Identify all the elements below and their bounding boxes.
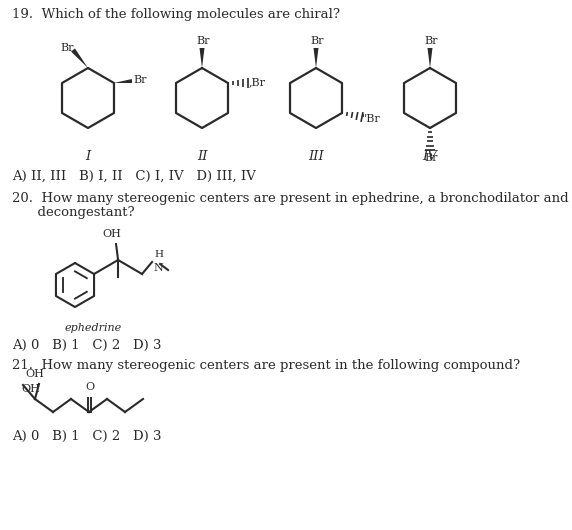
- Text: Br: Br: [60, 43, 73, 53]
- Text: Br: Br: [424, 36, 438, 46]
- Text: "Br: "Br: [362, 114, 381, 124]
- Polygon shape: [427, 48, 432, 68]
- Text: A) 0   B) 1   C) 2   D) 3: A) 0 B) 1 C) 2 D) 3: [12, 339, 161, 352]
- Polygon shape: [200, 48, 205, 68]
- Text: Br: Br: [133, 75, 146, 85]
- Text: OH: OH: [22, 384, 41, 394]
- Text: Br: Br: [196, 36, 209, 46]
- Text: III: III: [308, 150, 324, 163]
- Text: A) II, III   B) I, II   C) I, IV   D) III, IV: A) II, III B) I, II C) I, IV D) III, IV: [12, 170, 256, 183]
- Text: N: N: [153, 263, 163, 273]
- Text: OH: OH: [26, 369, 45, 379]
- Text: ,Br: ,Br: [249, 77, 266, 87]
- Polygon shape: [114, 79, 132, 83]
- Text: H: H: [154, 250, 163, 259]
- Polygon shape: [313, 48, 319, 68]
- Text: A) 0   B) 1   C) 2   D) 3: A) 0 B) 1 C) 2 D) 3: [12, 430, 161, 443]
- Text: O: O: [85, 382, 94, 392]
- Text: OH: OH: [102, 229, 121, 239]
- Text: II: II: [197, 150, 207, 163]
- Text: IV: IV: [423, 150, 438, 163]
- Text: Br: Br: [310, 36, 324, 46]
- Text: 19.  Which of the following molecules are chiral?: 19. Which of the following molecules are…: [12, 8, 340, 21]
- Text: I: I: [85, 150, 90, 163]
- Text: decongestant?: decongestant?: [12, 206, 134, 219]
- Polygon shape: [71, 48, 88, 68]
- Text: 20.  How many stereogenic centers are present in ephedrine, a bronchodilator and: 20. How many stereogenic centers are pre…: [12, 192, 569, 205]
- Text: 21.  How many stereogenic centers are present in the following compound?: 21. How many stereogenic centers are pre…: [12, 359, 520, 372]
- Text: Br: Br: [424, 153, 438, 163]
- Text: ephedrine: ephedrine: [65, 323, 122, 333]
